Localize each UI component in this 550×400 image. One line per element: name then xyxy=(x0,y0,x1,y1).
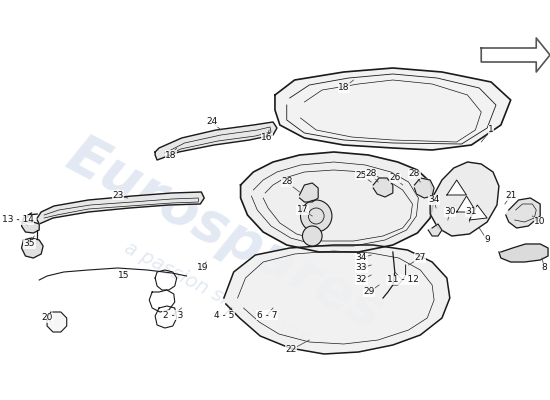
Text: 9: 9 xyxy=(484,236,490,244)
Text: 2 - 3: 2 - 3 xyxy=(163,310,183,320)
Text: 17: 17 xyxy=(296,206,308,214)
Text: 32: 32 xyxy=(356,276,367,284)
Polygon shape xyxy=(481,38,550,72)
Polygon shape xyxy=(447,180,466,195)
Text: 24: 24 xyxy=(206,118,218,126)
Polygon shape xyxy=(155,122,277,160)
Text: 21: 21 xyxy=(505,192,516,200)
Polygon shape xyxy=(415,178,434,198)
Text: 1: 1 xyxy=(488,126,494,134)
Text: 11 - 12: 11 - 12 xyxy=(387,276,419,284)
Text: 27: 27 xyxy=(415,254,426,262)
Text: 23: 23 xyxy=(112,190,124,200)
Text: 28: 28 xyxy=(409,170,420,178)
Polygon shape xyxy=(470,205,487,220)
Text: Eurospares: Eurospares xyxy=(58,129,394,341)
Polygon shape xyxy=(21,213,39,233)
Text: 18: 18 xyxy=(165,150,177,160)
Text: 10: 10 xyxy=(535,218,546,226)
Text: 29: 29 xyxy=(364,288,375,296)
Text: 35: 35 xyxy=(24,240,35,248)
Circle shape xyxy=(302,226,322,246)
Text: 8: 8 xyxy=(541,264,547,272)
Polygon shape xyxy=(428,224,442,236)
Polygon shape xyxy=(430,162,499,236)
Polygon shape xyxy=(240,152,434,252)
Text: 28: 28 xyxy=(281,178,293,186)
Text: 28: 28 xyxy=(366,170,377,178)
Text: 22: 22 xyxy=(285,346,296,354)
Polygon shape xyxy=(300,183,318,202)
Text: 6 - 7: 6 - 7 xyxy=(257,310,277,320)
Polygon shape xyxy=(21,238,43,258)
Text: 26: 26 xyxy=(389,174,400,182)
Text: 33: 33 xyxy=(356,264,367,272)
Text: 4 - 5: 4 - 5 xyxy=(214,310,234,320)
Text: 18: 18 xyxy=(338,84,349,92)
Text: 25: 25 xyxy=(356,170,367,180)
Text: 30: 30 xyxy=(444,208,455,216)
Text: a passion since 1985: a passion since 1985 xyxy=(121,238,311,352)
Polygon shape xyxy=(275,68,511,150)
Polygon shape xyxy=(499,244,548,262)
Text: 19: 19 xyxy=(196,264,208,272)
Polygon shape xyxy=(373,178,393,197)
Circle shape xyxy=(300,200,332,232)
Text: 13 - 14: 13 - 14 xyxy=(2,216,34,224)
Polygon shape xyxy=(37,192,204,224)
Text: 15: 15 xyxy=(118,272,129,280)
Text: 16: 16 xyxy=(261,134,273,142)
Text: 20: 20 xyxy=(41,314,53,322)
Polygon shape xyxy=(456,196,476,212)
Text: 34: 34 xyxy=(356,254,367,262)
Text: 31: 31 xyxy=(466,208,477,216)
Text: 34: 34 xyxy=(428,196,440,204)
Polygon shape xyxy=(47,312,67,332)
Polygon shape xyxy=(224,245,450,354)
Polygon shape xyxy=(506,198,540,228)
